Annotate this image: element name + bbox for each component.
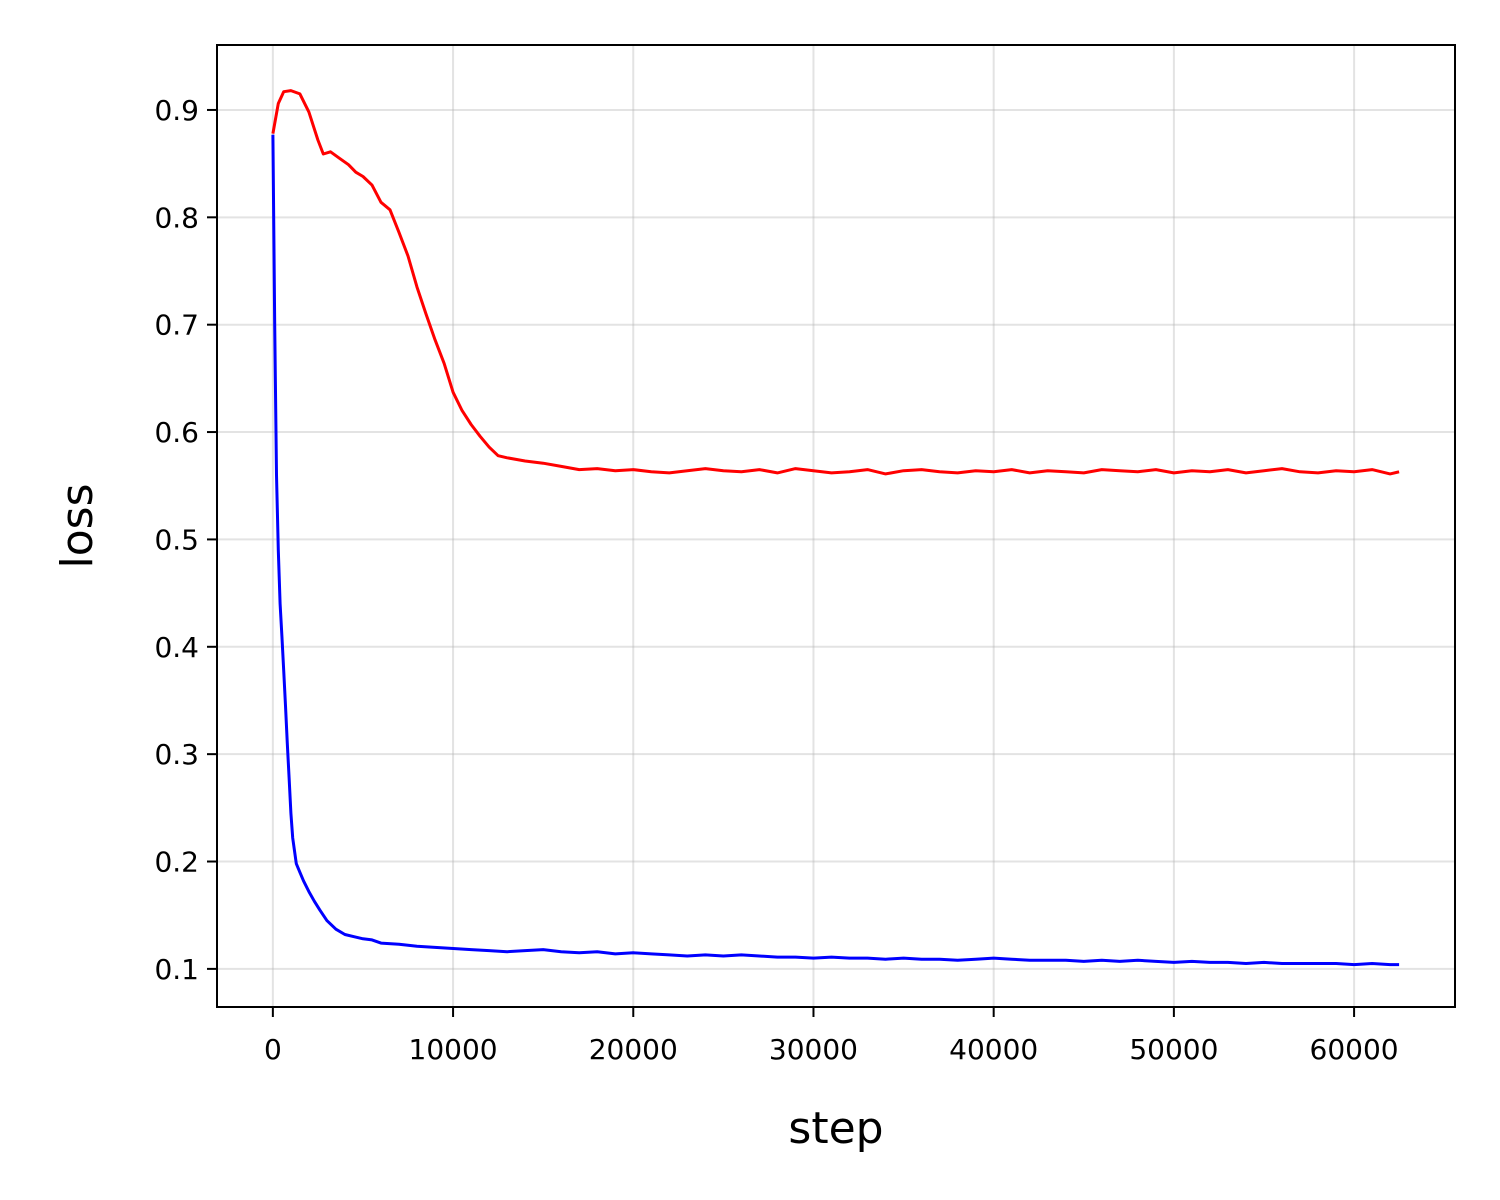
x-axis-ticks: 0 10000 20000 30000 40000 50000 60000 <box>264 1007 1399 1066</box>
series-line-1 <box>271 134 1400 967</box>
x-axis-label: step <box>788 1103 883 1154</box>
y-tick-label: 0.1 <box>154 953 199 986</box>
y-tick-label: 0.4 <box>154 631 199 664</box>
plot-frame <box>216 44 1456 1008</box>
y-tick-label: 0.8 <box>154 201 199 234</box>
x-gridlines <box>271 45 1356 1007</box>
y-tick-label: 0.6 <box>154 416 199 449</box>
x-tick-label: 0 <box>264 1033 282 1066</box>
y-tick-label: 0.2 <box>154 846 199 879</box>
y-gridlines <box>217 108 1455 970</box>
series-lines <box>271 89 1400 967</box>
y-axis-label: loss <box>52 484 103 569</box>
y-tick-label: 0.3 <box>154 738 199 771</box>
y-tick-label: 0.5 <box>154 523 199 556</box>
x-tick-label: 50000 <box>1129 1033 1218 1066</box>
series-line-0 <box>271 89 1400 476</box>
x-tick-label: 40000 <box>949 1033 1038 1066</box>
y-axis-ticks: 0.1 0.2 0.3 0.4 0.5 0.6 0.7 0.8 0.9 <box>154 94 217 986</box>
y-tick-label: 0.7 <box>154 309 199 342</box>
x-tick-label: 10000 <box>409 1033 498 1066</box>
x-tick-label: 20000 <box>589 1033 678 1066</box>
x-tick-label: 60000 <box>1310 1033 1399 1066</box>
x-tick-label: 30000 <box>769 1033 858 1066</box>
y-tick-label: 0.9 <box>154 94 199 127</box>
